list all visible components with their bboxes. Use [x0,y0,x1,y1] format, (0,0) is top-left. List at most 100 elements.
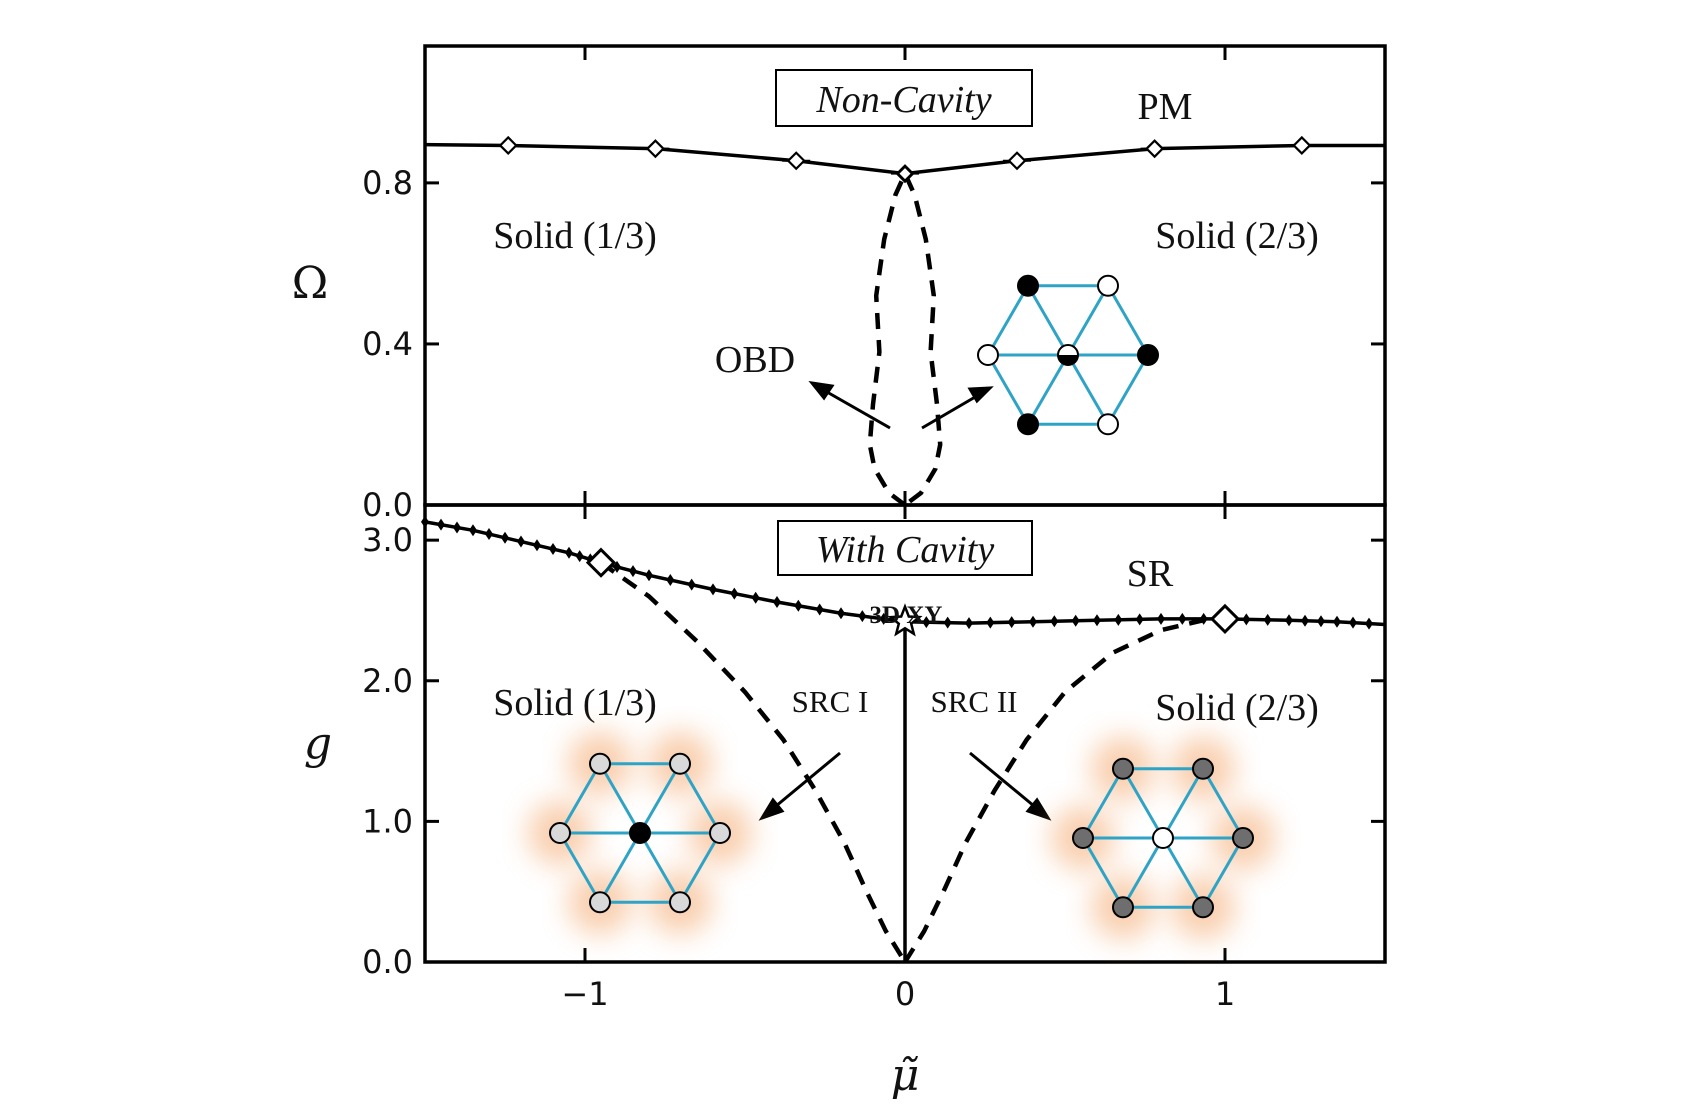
bond-rim-5 [558,832,602,904]
point-bottom-16-2 [1365,617,1373,630]
label-pm: PM [1138,86,1193,128]
point-top-1 [498,135,518,156]
point-bottom-6-1 [730,587,739,600]
x-tick-label-2: 1 [1215,975,1235,1013]
y-tick-label-top-2: 0.8 [362,164,413,202]
bottom-title-box [777,520,1033,576]
point-top-7 [1292,135,1312,156]
point-bottom-1-2 [501,531,509,544]
point-bottom-12-0 [1093,614,1101,627]
data-markers [421,135,1373,637]
point-bottom-1-0 [469,524,477,537]
point-bottom-8-2 [879,612,888,625]
site-2 [1192,757,1214,780]
series-top-1 [867,171,943,507]
site-2 [669,752,691,775]
point-bottom-2-0 [517,535,525,548]
bottom-panel-title: With Cavity [816,529,995,571]
site-2 [1097,274,1119,297]
bond-rim-3 [678,832,722,904]
label-src-1: SRC I [792,684,869,719]
point-bottom-11-1 [1050,615,1059,628]
point-bottom-9-1 [922,616,931,629]
bond-rim-0 [986,284,1030,356]
point-bottom-2-2 [549,543,557,556]
site-4 [1192,896,1214,919]
series-bottom-2 [903,616,1210,964]
label-obd: OBD [715,339,795,381]
series-bottom-1 [599,560,907,964]
bond-rim-0 [558,762,602,834]
point-bottom-12-2 [1135,613,1144,626]
point-bottom-10-1 [986,616,995,629]
point-bottom-4-2 [629,565,637,578]
point-bottom-5-1 [666,573,675,586]
arrow-obd-right [921,391,983,430]
site-4 [1097,413,1119,436]
arrow-src2-head [1025,797,1052,821]
point-bottom-7-2 [815,603,824,616]
site-5 [589,891,611,914]
point-bottom-13-1 [1178,612,1187,625]
point-bottom-8-1 [858,610,867,623]
site-0 [549,822,571,844]
y-tick-label-top-0: 0.0 [362,486,413,524]
arrows [758,380,1052,821]
label-src-2: SRC II [931,684,1018,719]
site-5 [1112,896,1134,919]
site-center-half [1058,355,1078,365]
site-4 [669,891,691,914]
x-axis-label-mu: μ̃ [891,1050,920,1101]
point-bottom-0-2 [453,521,461,534]
point-bottom-3-1 [575,550,584,563]
bond-rim-2 [1106,284,1150,356]
point-bottom-16-1 [1349,616,1357,629]
label-solid-1-3-bottom: Solid (1/3) [493,682,657,724]
point-bottom-15-2 [1317,615,1325,628]
bond-rim-2 [1201,767,1245,839]
site-1 [1017,274,1039,297]
point-top-6 [1145,139,1165,159]
point-bottom-8-0 [837,607,845,620]
site-center [629,822,651,844]
top-title-box [775,69,1033,127]
bond-rim-0 [1081,767,1125,839]
point-bottom-9-2 [943,616,952,629]
y-tick-label-top-1: 0.4 [362,325,413,363]
point-bottom-5-2 [687,578,696,591]
y-tick-label-bottom-0: 0.0 [362,943,413,981]
arrow-obd-left-head [808,380,835,401]
point-bottom-7-1 [794,599,803,612]
site-5 [1017,413,1039,436]
point-bottom-4-1 [613,560,621,573]
point-bottom-10-2 [1007,616,1016,629]
point-bottom-1-1 [485,528,493,541]
bond-rim-3 [1106,354,1150,426]
label-solid-2-3-bottom: Solid (2/3) [1155,687,1319,729]
arrow-src1 [769,751,841,813]
point-bottom-14-1 [1242,613,1251,626]
critical-point-diamond-1 [1209,603,1241,635]
site-center [1152,827,1174,849]
point-bottom-12-1 [1114,613,1123,626]
point-bottom-15-1 [1301,614,1309,627]
arrow-src2 [969,751,1041,813]
triangular-lattice-inset-top [977,274,1159,436]
site-3 [1137,344,1159,366]
point-bottom-7-0 [773,596,781,609]
point-bottom-10-0 [965,617,973,630]
site-0 [1072,827,1094,849]
site-3 [1232,827,1254,849]
point-bottom-13-2 [1199,612,1208,625]
point-top-3 [786,151,806,171]
x-tick-label-0: −1 [561,975,608,1013]
bond-rim-3 [1201,837,1245,909]
arrow-obd-left [819,386,891,430]
site-3 [709,822,731,844]
point-bottom-11-2 [1071,614,1080,627]
site-1 [589,752,611,775]
top-panel-title: Non-Cavity [815,79,991,121]
label-solid-1-3-top: Solid (1/3) [493,215,657,257]
y-axis-label-g: g [304,718,332,769]
